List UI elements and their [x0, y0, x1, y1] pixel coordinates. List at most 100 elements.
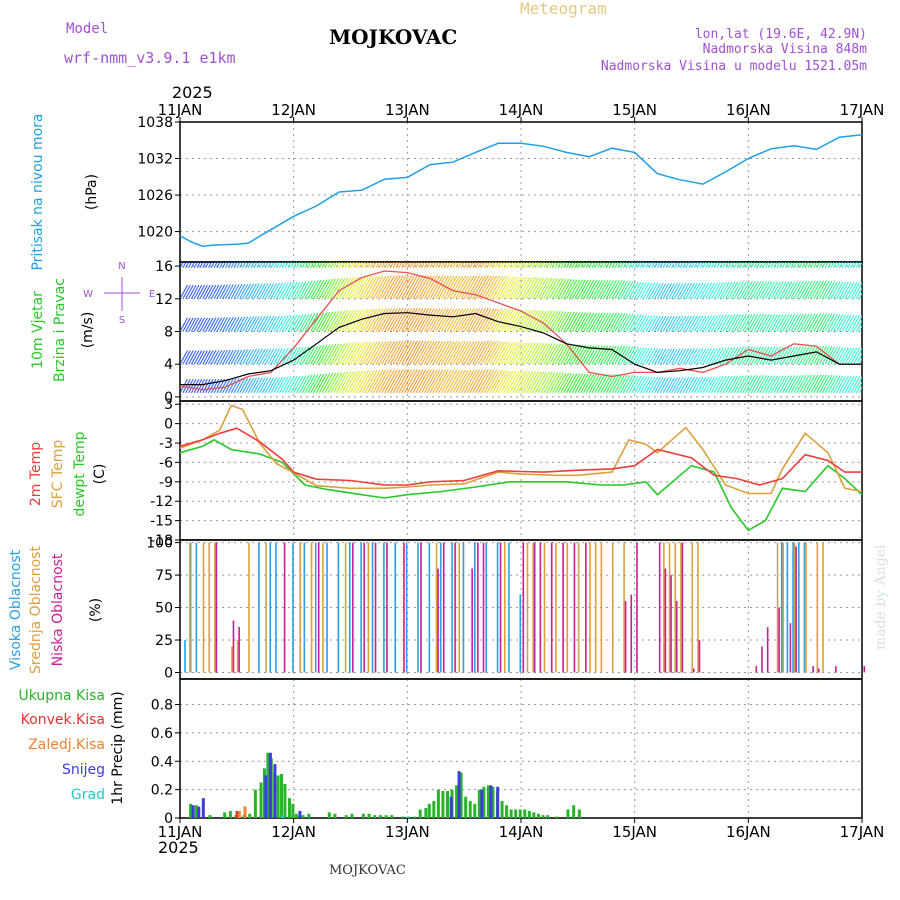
wind-barb [781, 281, 793, 300]
precip-bar [373, 815, 377, 818]
wind-barb [452, 341, 466, 365]
wind-barb [838, 347, 849, 365]
wind-barb [560, 262, 565, 268]
wind-barb [753, 262, 758, 268]
wind-barb [483, 275, 498, 300]
wind-barb [708, 282, 718, 300]
precip-bar [464, 796, 468, 818]
wind-barb [662, 283, 673, 300]
wind-barb [625, 375, 637, 394]
temp-line-1 [179, 404, 863, 495]
wind-barb [725, 346, 736, 365]
wind-barb [844, 376, 855, 394]
wind-barb [332, 262, 338, 268]
wind-barb [787, 313, 799, 332]
wind-barb [833, 281, 844, 300]
wind-barb [608, 262, 613, 268]
precip-ytick-label: 0.8 [151, 698, 173, 714]
wind-barb [838, 314, 849, 332]
wind-barb [418, 369, 432, 394]
wind-barb [736, 314, 747, 332]
wind-barb [432, 340, 447, 365]
wind-barb [180, 284, 188, 300]
wind-barb [188, 284, 197, 300]
precip-bar [301, 815, 305, 818]
precip-bar [294, 813, 298, 818]
wind-barb [423, 262, 429, 268]
wind-barb [813, 262, 818, 268]
wind-barb [313, 373, 325, 394]
wind-barb [483, 308, 498, 332]
wind-barb [585, 279, 598, 300]
wind-barb [639, 315, 650, 332]
wind-barb [304, 313, 316, 332]
wind-barb [332, 371, 346, 394]
wind-barb [588, 373, 600, 394]
wind-barb [190, 262, 196, 268]
pressure-ytick-label: 1032 [137, 152, 173, 168]
wind-barb [284, 314, 295, 332]
wind-barb [651, 282, 661, 300]
cloud-bar [778, 607, 780, 673]
wind-barb [585, 312, 598, 332]
wind-barb [384, 275, 398, 300]
wind-barb [696, 315, 707, 332]
wind-barb [270, 315, 280, 332]
pressure-line [179, 134, 863, 247]
wind-barb [764, 262, 770, 268]
wind-barb [344, 262, 349, 268]
x-tick-label-top: 17JAN [840, 101, 885, 119]
wind-barb [486, 369, 500, 394]
wind-barb [355, 276, 369, 300]
wind-barb [693, 376, 704, 394]
wind-barb [529, 342, 542, 365]
wind-barb [727, 262, 733, 268]
wind-barb [796, 374, 807, 394]
header: Model wrf-nmm_v3.9.1 e1km MOJKOVAC Meteo… [64, 0, 889, 878]
wind-barb [253, 283, 263, 300]
wind-barb [315, 373, 328, 394]
precip-bar [280, 774, 284, 818]
wind-barb [224, 284, 234, 300]
precip-bar [350, 813, 354, 818]
wind-barb [713, 314, 724, 332]
wind-barb [193, 262, 198, 268]
precip-bar [518, 809, 522, 818]
wind-barb [816, 262, 821, 268]
wind-barb [250, 377, 260, 394]
wind-barb [497, 370, 511, 394]
wind-barb [205, 284, 214, 300]
wind-barb [699, 315, 710, 332]
wind-barb [816, 313, 827, 332]
wind-barb [180, 350, 188, 365]
wind-barb [830, 375, 841, 394]
wind-barb [267, 262, 272, 268]
wind-barb [455, 308, 469, 332]
cloud-bar [543, 542, 546, 673]
temp-line-0 [179, 427, 862, 486]
wind-barb [568, 279, 581, 300]
cloud-bar [454, 542, 456, 673]
wind-barb [330, 372, 343, 394]
wind-barb [762, 262, 767, 268]
cloud-bar [474, 542, 476, 673]
wind-barb [773, 281, 784, 300]
wind-barb [676, 377, 687, 394]
wind-barb [844, 262, 849, 268]
wind-barb [682, 282, 693, 300]
wind-barb [307, 345, 319, 365]
wind-barb [358, 276, 372, 300]
precip-bar [496, 786, 500, 818]
wind-barb [278, 315, 289, 332]
precip-bar [264, 775, 268, 818]
wind-barb [511, 342, 525, 365]
wind-barb [821, 374, 833, 394]
wind-barb [821, 313, 833, 332]
wind-barb [654, 315, 664, 332]
wind-barb [634, 262, 639, 268]
wind-barb [725, 314, 736, 332]
wind-barb [398, 275, 413, 300]
wind-barb [716, 347, 727, 365]
wind-barb [807, 346, 819, 365]
wind-barb [523, 371, 537, 394]
